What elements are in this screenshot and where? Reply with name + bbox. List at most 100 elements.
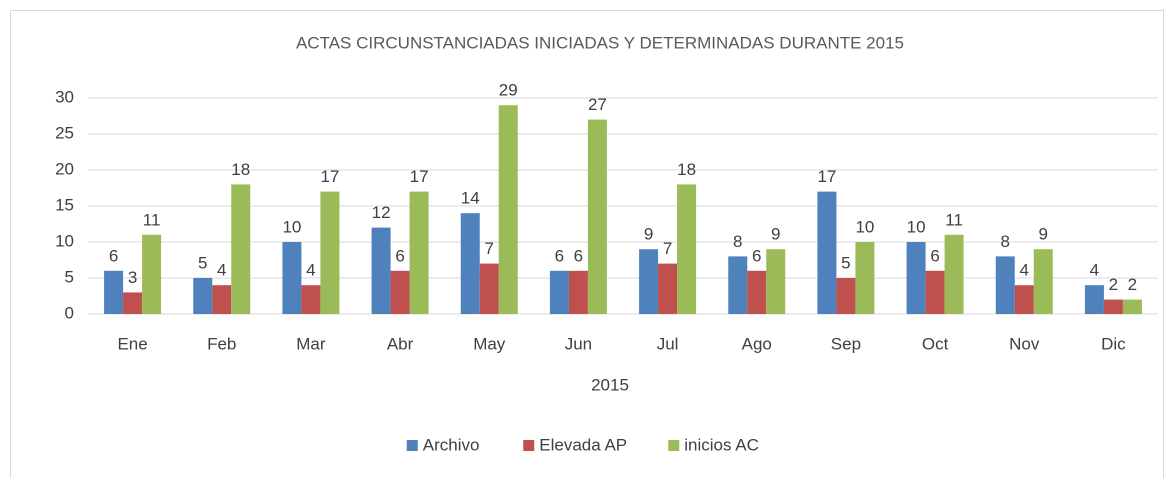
data-label: 18: [677, 160, 696, 179]
x-tick-label: May: [473, 334, 506, 353]
x-tick-label: Dic: [1101, 334, 1126, 353]
bar: [817, 191, 837, 314]
bar: [639, 249, 659, 314]
data-label: 4: [1020, 261, 1029, 280]
bar: [549, 270, 569, 314]
data-label: 10: [907, 217, 926, 236]
x-tick-label: Sep: [831, 334, 861, 353]
y-tick-label: 25: [55, 123, 74, 142]
bar: [1103, 299, 1123, 314]
data-label: 5: [198, 253, 207, 272]
bar: [409, 191, 429, 314]
data-label: 6: [395, 246, 404, 265]
bar: [1033, 249, 1053, 314]
data-label: 10: [282, 217, 301, 236]
bar: [104, 270, 124, 314]
data-label: 17: [320, 167, 339, 186]
bar: [142, 234, 162, 314]
x-tick-label: Feb: [207, 334, 236, 353]
bar: [677, 184, 697, 314]
data-label: 4: [306, 261, 315, 280]
bar: [320, 191, 340, 314]
bar: [212, 285, 232, 314]
bar: [568, 270, 588, 314]
x-tick-label: Mar: [296, 334, 326, 353]
y-tick-label: 10: [55, 231, 74, 250]
data-label: 9: [644, 225, 653, 244]
data-label: 6: [930, 246, 939, 265]
data-label: 3: [128, 268, 137, 287]
x-tick-label: Abr: [387, 334, 414, 353]
bar: [925, 270, 945, 314]
data-label: 14: [461, 189, 480, 208]
bar: [282, 242, 302, 314]
data-label: 27: [588, 95, 607, 114]
chart-frame: [10, 10, 1164, 478]
data-label: 12: [372, 203, 391, 222]
data-label: 10: [855, 217, 874, 236]
data-label: 6: [574, 246, 583, 265]
bar: [906, 242, 926, 314]
bar: [390, 270, 410, 314]
legend-label: Archivo: [423, 435, 480, 454]
data-label: 18: [231, 160, 250, 179]
data-label: 8: [1001, 232, 1010, 251]
legend-swatch: [406, 440, 418, 451]
data-label: 9: [771, 225, 780, 244]
data-label: 29: [499, 81, 518, 100]
y-tick-label: 5: [65, 267, 74, 286]
data-label: 17: [410, 167, 429, 186]
legend-swatch: [668, 440, 680, 451]
bar: [231, 184, 251, 314]
bar: [193, 278, 213, 314]
data-label: 9: [1039, 225, 1048, 244]
bar: [995, 256, 1015, 314]
bar: [944, 234, 964, 314]
bar: [1084, 285, 1104, 314]
legend-label: inicios AC: [684, 435, 759, 454]
x-tick-label: Jun: [565, 334, 592, 353]
bar: [1122, 299, 1142, 314]
bar: [1014, 285, 1034, 314]
data-label: 8: [733, 232, 742, 251]
data-label: 6: [752, 246, 761, 265]
data-label: 6: [555, 246, 564, 265]
chart-title: ACTAS CIRCUNSTANCIADAS INICIADAS Y DETER…: [296, 33, 904, 52]
y-tick-label: 0: [65, 303, 74, 322]
bar: [658, 263, 678, 314]
data-label: 17: [817, 167, 836, 186]
data-label: 5: [841, 253, 850, 272]
bar: [747, 270, 767, 314]
data-label: 7: [663, 239, 672, 258]
x-tick-label: Oct: [922, 334, 949, 353]
data-label: 2: [1109, 275, 1118, 294]
bar: [855, 242, 875, 314]
bar: [766, 249, 786, 314]
x-tick-label: Ene: [117, 334, 147, 353]
data-label: 7: [485, 239, 494, 258]
bar: [587, 119, 607, 314]
bar: [123, 292, 143, 314]
data-label: 11: [143, 210, 161, 229]
x-tick-label: Jul: [657, 334, 679, 353]
x-tick-label: Ago: [742, 334, 772, 353]
data-label: 6: [109, 246, 118, 265]
y-tick-label: 30: [55, 87, 74, 106]
legend-swatch: [523, 440, 535, 451]
data-label: 11: [945, 210, 963, 229]
y-tick-label: 20: [55, 159, 74, 178]
bar: [479, 263, 499, 314]
bar: [460, 213, 480, 314]
legend-label: Elevada AP: [539, 435, 627, 454]
data-label: 4: [1090, 261, 1099, 280]
bar: [728, 256, 748, 314]
x-axis-title: 2015: [591, 375, 629, 394]
bar: [301, 285, 321, 314]
data-label: 4: [217, 261, 226, 280]
x-tick-label: Nov: [1009, 334, 1040, 353]
bar: [498, 105, 518, 314]
bar: [371, 227, 391, 314]
bar: [836, 278, 856, 314]
data-label: 2: [1128, 275, 1137, 294]
